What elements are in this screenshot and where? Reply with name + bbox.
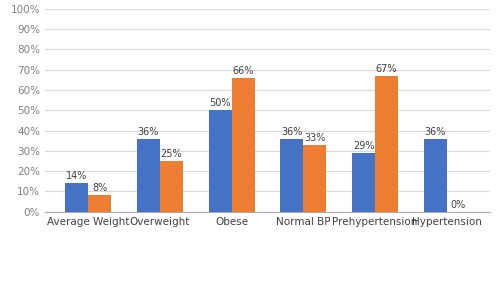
Bar: [65, 183, 88, 212]
Bar: [375, 76, 398, 212]
Text: 14%: 14%: [66, 171, 88, 181]
Text: 36%: 36%: [138, 127, 159, 137]
Text: 33%: 33%: [304, 133, 326, 143]
Text: 29%: 29%: [353, 141, 374, 151]
Bar: [88, 196, 111, 212]
Bar: [280, 139, 303, 212]
Bar: [304, 145, 326, 212]
Bar: [232, 78, 254, 212]
Text: 36%: 36%: [281, 127, 302, 137]
Bar: [424, 139, 447, 212]
Bar: [137, 139, 160, 212]
Text: 50%: 50%: [210, 98, 231, 108]
Text: 25%: 25%: [160, 149, 182, 159]
Text: 8%: 8%: [92, 183, 108, 193]
Text: 66%: 66%: [232, 66, 254, 76]
Bar: [352, 153, 375, 212]
Text: 36%: 36%: [424, 127, 446, 137]
Text: 67%: 67%: [376, 64, 398, 74]
Bar: [160, 161, 183, 212]
Bar: [208, 110, 232, 212]
Text: 0%: 0%: [450, 200, 466, 210]
